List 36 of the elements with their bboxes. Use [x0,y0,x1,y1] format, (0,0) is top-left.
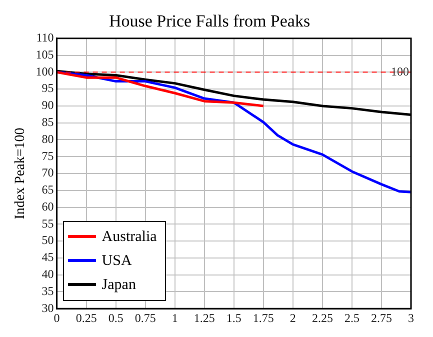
legend-label: Japan [102,276,136,295]
ref-line-label: 100 [391,64,409,78]
x-tick-label: 0 [54,310,60,325]
y-tick-label: 55 [42,216,54,230]
x-tick-label: 3 [408,310,414,325]
y-tick-label: 70 [42,166,54,180]
y-tick-label: 35 [42,284,54,298]
legend-label: Australia [102,228,157,247]
y-tick-label: 110 [36,30,54,45]
x-tick-label: 1 [172,310,178,325]
x-tick-label: 0.5 [108,310,124,325]
y-tick-label: 80 [42,132,54,146]
legend-label: USA [102,252,132,271]
y-tick-label: 95 [42,81,54,96]
y-tick-label: 50 [42,233,54,248]
y-tick-label: 90 [42,98,54,112]
x-tick-label: 2.25 [312,310,333,325]
y-tick-label: 65 [42,182,54,197]
y-tick-label: 85 [42,114,54,129]
x-tick-label: 0.75 [134,310,156,325]
y-tick-label: 100 [36,64,54,78]
x-tick-label: 0.25 [76,310,97,325]
x-tick-label: 1.25 [194,310,215,325]
y-axis-title: Index Peak=100 [13,128,28,220]
y-tick-label: 30 [42,300,54,315]
y-tick-label: 40 [42,266,54,281]
x-tick-label: 2.5 [344,310,360,325]
x-tick-label: 1.75 [252,310,274,325]
y-tick-label: 75 [42,148,54,163]
y-tick-label: 105 [36,47,54,62]
chart-title: House Price Falls from Peaks [108,12,310,31]
y-tick-label: 60 [42,199,54,214]
x-tick-label: 2.75 [370,310,392,325]
x-tick-label: 2 [290,310,296,325]
y-tick-label: 45 [42,250,54,264]
x-tick-label: 1.5 [226,310,242,325]
